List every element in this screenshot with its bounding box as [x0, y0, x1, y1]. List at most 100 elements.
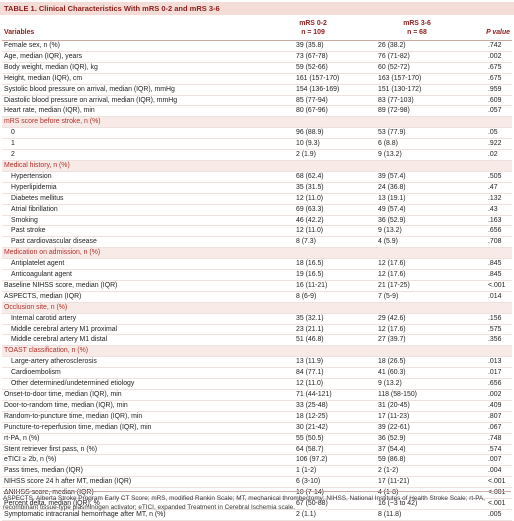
header-row: Variables mRS 0-2 n = 109 mRS 3-6 n = 68 P va… [2, 18, 512, 41]
table-row: Past stroke 12 (11.0) 9 (13.2) .656 [2, 225, 512, 238]
column-header: mRS 0-2 n = 109 [272, 18, 354, 41]
value-cell: 10 (7-14) [272, 487, 354, 500]
variable-cell: Pass times, median (IQR) [2, 465, 272, 478]
table: Variables mRS 0-2 n = 109 mRS 3-6 n = 68 P va… [2, 18, 512, 521]
value-cell: .574 [480, 444, 512, 456]
table-row: Diabetes mellitus 12 (11.0) 13 (19.1) .132 [2, 193, 512, 205]
variable-cell: Body weight, median (IQR), kg [2, 62, 272, 74]
variable-cell: ASPECTS, median (IQR) [2, 291, 272, 303]
value-cell: 12 (11.0) [272, 193, 354, 205]
variable-cell: Diabetes mellitus [2, 193, 272, 205]
value-cell: .014 [480, 291, 512, 303]
table-row: rt-PA, n (%) 55 (50.5) 36 (52.9) .748 [2, 433, 512, 445]
value-cell: 1 (1-2) [272, 465, 354, 478]
value-cell: 16 (11-21) [272, 280, 354, 292]
value-cell: 59 (86.8) [354, 454, 480, 467]
variable-cell: Antiplatelet agent [2, 258, 272, 271]
table-row: Random-to-puncture time, median (IQR), m… [2, 411, 512, 423]
value-cell: .007 [480, 454, 512, 467]
table-row: Middle cerebral artery M1 proximal 23 (21… [2, 324, 512, 336]
variable-cell: Smoking [2, 215, 272, 227]
header-text: P value [486, 28, 510, 36]
table-row: Smoking 46 (42.2) 36 (52.9) .163 [2, 215, 512, 227]
value-cell: .057 [480, 105, 512, 118]
value-cell: 10 (9.3) [272, 138, 354, 151]
value-cell: 18 (16.5) [272, 258, 354, 271]
value-cell: 106 (97.2) [272, 454, 354, 467]
value-cell: 39 (35.8) [272, 40, 354, 52]
variable-cell: Past stroke [2, 225, 272, 238]
value-cell: 51 (46.8) [272, 334, 354, 347]
value-cell: 60 (52-72) [354, 62, 480, 74]
table-row: 1 10 (9.3) 6 (8.8) .922 [2, 138, 512, 151]
value-cell: 80 (67-96) [272, 105, 354, 118]
value-cell: 67 (50-88) [272, 498, 354, 510]
value-cell: .807 [480, 411, 512, 423]
value-cell: .02 [480, 149, 512, 161]
value-cell: .575 [480, 324, 512, 336]
value-cell: .05 [480, 127, 512, 140]
value-cell: .656 [480, 378, 512, 390]
value-cell: .845 [480, 269, 512, 281]
table-row: Middle cerebral artery M1 distal 51 (46.8… [2, 334, 512, 347]
variable-cell: Hypertension [2, 171, 272, 183]
value-cell: .409 [480, 400, 512, 412]
header-text: mRS 3-6 [403, 20, 431, 27]
variable-cell: ΔNIHSS score, median (IQR) [2, 487, 272, 500]
variable-cell: Past cardiovascular disease [2, 236, 272, 249]
value-cell: .002 [480, 51, 512, 63]
value-cell: .505 [480, 171, 512, 183]
value-cell: .004 [480, 465, 512, 478]
footnote: ASPECTS, Alberta Stroke Program Early CT… [3, 491, 511, 512]
table-row: Hyperlipidemia 35 (31.5) 24 (36.8) .47 [2, 182, 512, 194]
value-cell: <.001 [480, 280, 512, 292]
value-cell: 19 (16.5) [272, 269, 354, 281]
table-row: Heart rate, median (IQR), min 80 (67-96) 8… [2, 105, 512, 118]
table-row: Stent retriever first pass, n (%) 64 (58.… [2, 444, 512, 456]
variable-cell: Random-to-puncture time, median (IQR), m… [2, 411, 272, 423]
table-row: Antiplatelet agent 18 (16.5) 12 (17.6) .845 [2, 258, 512, 271]
table-row: Past cardiovascular disease 8 (7.3) 4 (5.9… [2, 236, 512, 249]
value-cell: 12 (11.0) [272, 378, 354, 390]
table-row: Diastolic blood pressure on arrival, med… [2, 95, 512, 107]
table-row: Anticoagulant agent 19 (16.5) 12 (17.6) .84… [2, 269, 512, 281]
variable-cell: Onset-to-door time, median (IQR), min [2, 389, 272, 401]
variable-cell: Baseline NIHSS score, median (IQR) [2, 280, 272, 292]
value-cell: 89 (72-98) [354, 105, 480, 118]
value-cell: .708 [480, 236, 512, 249]
table-row: Age, median (IQR), years 73 (67-78) 76 (71… [2, 51, 512, 63]
table-row: Internal carotid artery 35 (32.1) 29 (42.6… [2, 313, 512, 325]
table-row: Height, median (IQR), cm 161 (157-170) 163… [2, 73, 512, 85]
value-cell: 8 (6-9) [272, 291, 354, 303]
variable-cell: Age, median (IQR), years [2, 51, 272, 63]
variable-cell: Height, median (IQR), cm [2, 73, 272, 85]
value-cell: .748 [480, 433, 512, 445]
value-cell: 41 (60.3) [354, 367, 480, 380]
value-cell: 6 (8.8) [354, 138, 480, 151]
value-cell: .47 [480, 182, 512, 194]
value-cell: .922 [480, 138, 512, 151]
value-cell: 27 (39.7) [354, 334, 480, 347]
table-row: Puncture-to-reperfusion time, median (IQ… [2, 422, 512, 434]
variable-cell: Cardioembolism [2, 367, 272, 380]
value-cell: .959 [480, 84, 512, 96]
header-text: n = 109 [301, 28, 325, 36]
column-header: Variables [2, 18, 272, 41]
value-cell: 76 (71-82) [354, 51, 480, 63]
value-cell: 35 (31.5) [272, 182, 354, 194]
value-cell: 26 (38.2) [354, 40, 480, 52]
value-cell: 12 (11.0) [272, 225, 354, 238]
value-cell: .013 [480, 356, 512, 369]
value-cell: 12 (17.6) [354, 258, 480, 271]
table-row: Baseline NIHSS score, median (IQR) 16 (11… [2, 280, 512, 292]
value-cell: 4 (5.9) [354, 236, 480, 249]
value-cell: 53 (77.9) [354, 127, 480, 140]
variable-cell: Middle cerebral artery M1 distal [2, 334, 272, 347]
value-cell: .609 [480, 95, 512, 107]
value-cell: .675 [480, 62, 512, 74]
variable-cell: Large-artery atherosclerosis [2, 356, 272, 369]
value-cell: .132 [480, 193, 512, 205]
value-cell: 17 (11-21) [354, 476, 480, 489]
table-row: ΔNIHSS score, median (IQR) 10 (7-14) 4 (1-… [2, 487, 512, 500]
value-cell: 6 (3-10) [272, 476, 354, 489]
